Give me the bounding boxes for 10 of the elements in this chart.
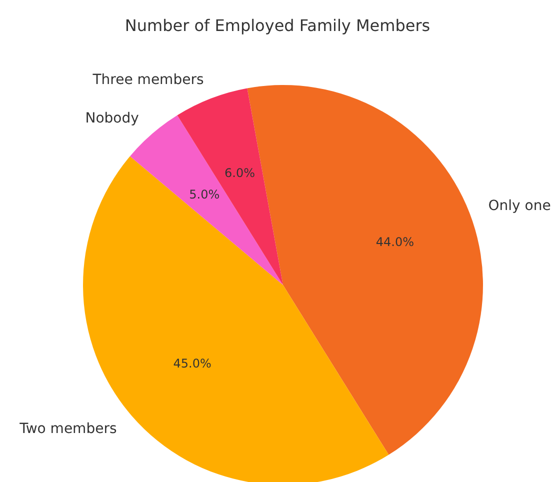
chart-title: Number of Employed Family Members [124, 16, 430, 35]
slice-label: Two members [18, 421, 117, 438]
pie-slice [177, 88, 283, 285]
slice-label: Nobody [85, 110, 139, 127]
slice-label: Only one [488, 198, 551, 214]
data-label: 44.0% [376, 234, 414, 249]
data-label: 6.0% [224, 166, 256, 180]
slice-label: Three members [92, 72, 204, 88]
data-label: 45.0% [173, 356, 212, 371]
data-label: 5.0% [189, 187, 220, 202]
